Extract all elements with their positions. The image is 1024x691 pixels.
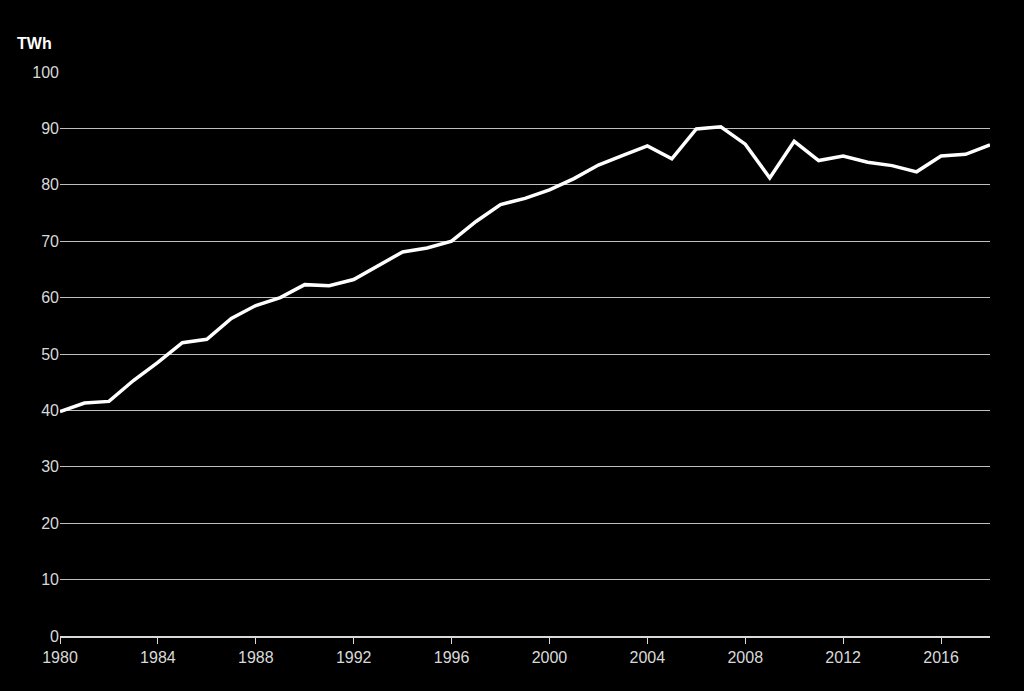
svg-text:50: 50 [41, 346, 59, 363]
svg-text:80: 80 [41, 176, 59, 193]
svg-text:0: 0 [50, 628, 59, 645]
svg-text:1996: 1996 [434, 649, 470, 666]
svg-text:60: 60 [41, 289, 59, 306]
svg-text:1992: 1992 [336, 649, 372, 666]
svg-text:1980: 1980 [42, 649, 78, 666]
svg-text:100: 100 [32, 64, 59, 81]
svg-text:30: 30 [41, 458, 59, 475]
svg-text:2000: 2000 [532, 649, 568, 666]
svg-text:2016: 2016 [923, 649, 959, 666]
svg-text:2008: 2008 [727, 649, 763, 666]
svg-text:TWh: TWh [17, 35, 52, 52]
svg-text:1988: 1988 [238, 649, 274, 666]
svg-text:20: 20 [41, 515, 59, 532]
svg-text:10: 10 [41, 571, 59, 588]
svg-text:40: 40 [41, 402, 59, 419]
svg-text:2004: 2004 [630, 649, 666, 666]
svg-text:90: 90 [41, 120, 59, 137]
svg-text:70: 70 [41, 233, 59, 250]
svg-text:2012: 2012 [825, 649, 861, 666]
svg-text:1984: 1984 [140, 649, 176, 666]
